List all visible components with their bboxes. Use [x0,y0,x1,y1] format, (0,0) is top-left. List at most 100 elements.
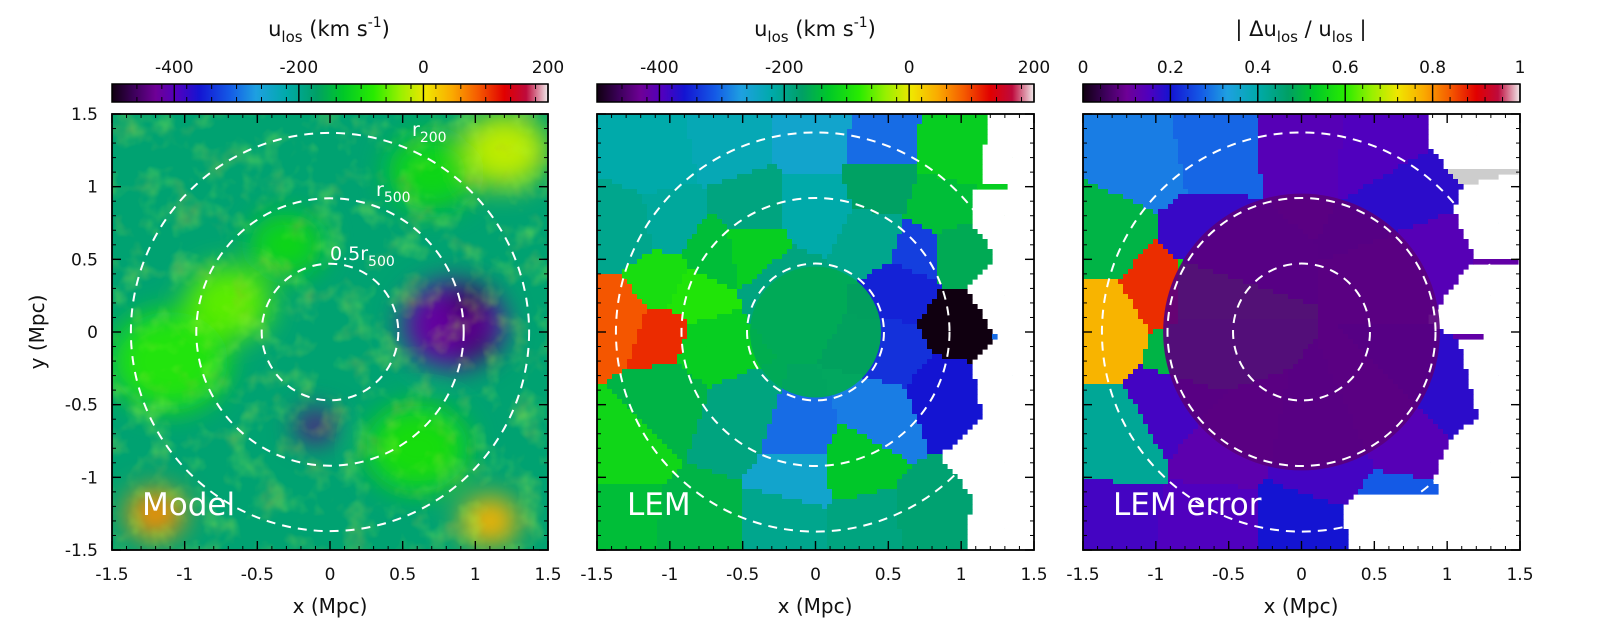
voronoi-cell-strip [702,404,778,410]
voronoi-cell-strip [942,229,978,235]
voronoi-cell-strip [742,489,763,495]
voronoi-cell-strip [912,464,948,470]
voronoi-cell-strip [1083,274,1124,280]
voronoi-cell-strip [847,284,943,290]
voronoi-cell-strip [917,134,988,140]
voronoi-cell-strip [1433,419,1474,425]
voronoi-cell-strip [832,394,908,400]
x-tick-label: -0.5 [241,565,274,585]
voronoi-cell-strip [1358,244,1469,250]
voronoi-cell-strip [1373,239,1469,245]
voronoi-cell-strip [597,119,688,125]
voronoi-cell-strip [1258,514,1344,520]
voronoi-cell-strip [897,234,938,240]
voronoi-cell-strip [1368,449,1444,455]
voronoi-cell-strip [772,134,848,140]
voronoi-cell-strip [1083,194,1124,200]
voronoi-cell-strip [842,174,918,180]
voronoi-cell-strip [1173,454,1274,460]
voronoi-cell-strip [927,359,968,365]
voronoi-cell-strip [1338,174,1384,180]
voronoi-cell-strip [1108,189,1189,195]
x-tick-label: 1 [956,565,967,585]
voronoi-cell-strip [597,169,698,175]
label-05r500: 0.5r500 [330,243,395,270]
voronoi-cell-strip [1258,134,1344,140]
radius-circles-model [129,131,531,533]
voronoi-cell-strip [902,534,968,540]
voronoi-cell-strip [697,319,748,325]
voronoi-cell-strip [1158,214,1284,220]
voronoi-cell-strip [597,464,683,470]
voronoi-cell-strip [922,119,988,125]
voronoi-cell-strip [1148,324,1169,330]
voronoi-cell-strip [1083,244,1149,250]
voronoi-cell-strip [917,149,983,155]
voronoi-cell-strip [1178,149,1259,155]
voronoi-cell-strip [1083,289,1124,295]
voronoi-cell-strip [742,539,828,545]
voronoi-cell-strip [687,334,763,340]
voronoi-cell-strip [597,279,628,285]
voronoi-cell-strip [1168,469,1269,475]
y-tick-label: -0.5 [65,396,98,416]
voronoi-cell-strip [597,309,648,315]
voronoi-cell-strip [597,259,638,265]
voronoi-cell-strip [1083,514,1159,520]
voronoi-cell-strip [832,244,898,250]
voronoi-cell-strip [612,389,708,395]
voronoi-cell-strip [1083,239,1154,245]
heatmap-lem-error [1083,114,1519,550]
voronoi-cell-strip [1258,524,1344,530]
voronoi-cell-strip [697,269,738,275]
voronoi-cell-strip [687,459,758,465]
y-tick-label: 0 [87,323,98,343]
colorbar-lem-error [1082,83,1521,103]
voronoi-cell-strip [802,499,833,505]
voronoi-cell-strip [622,184,683,190]
voronoi-cell-strip [777,404,833,410]
voronoi-cell-strip [687,449,763,455]
voronoi-cell-strip [597,159,693,165]
voronoi-cell-strip [1363,444,1449,450]
voronoi-cell-strip [902,454,928,460]
voronoi-cell-strip [907,204,973,210]
voronoi-cell-strip [687,244,733,250]
colorbar-tick-label: -400 [155,58,194,78]
voronoi-cell-strip [642,324,688,330]
voronoi-cell-strip [827,464,913,470]
voronoi-cell-strip [822,364,923,370]
voronoi-cell-strip [827,254,893,260]
colorbar-tick-labels-lem-error: 0 0.2 0.4 0.6 0.8 1 [1078,58,1526,78]
voronoi-cell-strip [597,469,678,475]
voronoi-cell-strip [757,459,828,465]
voronoi-cell-strip [637,329,688,335]
voronoi-cell-strip [1258,164,1339,170]
voronoi-cell-strip [917,164,983,170]
x-tick-label: -0.5 [726,565,759,585]
voronoi-cell-strip [677,469,713,475]
voronoi-cell-strip [1083,409,1139,415]
voronoi-cell-strip [637,414,703,420]
voronoi-cell-strip [912,184,978,190]
voronoi-cell-strip [707,199,783,205]
voronoi-cell-strip [832,499,898,505]
voronoi-cell-strip [842,164,918,170]
voronoi-cell-strip [597,329,638,335]
voronoi-cell-strip [702,379,723,385]
voronoi-cell-strip [882,379,913,385]
voronoi-cell-strip [917,369,973,375]
voronoi-cell-strip [597,499,663,505]
voronoi-cell-strip [912,379,978,385]
voronoi-cell-strip [597,544,658,550]
voronoi-cell-strip [1178,144,1259,150]
voronoi-cell-strip [732,244,793,250]
voronoi-cell-strip [742,479,828,485]
voronoi-cell-strip [912,194,973,200]
voronoi-cell-strip [1333,204,1454,210]
voronoi-cell-strip [1338,169,1394,175]
voronoi-cell-strip [827,544,903,550]
voronoi-cell-strip [597,184,623,190]
voronoi-cell-strip [827,389,908,395]
voronoi-cell-strip [847,219,903,225]
